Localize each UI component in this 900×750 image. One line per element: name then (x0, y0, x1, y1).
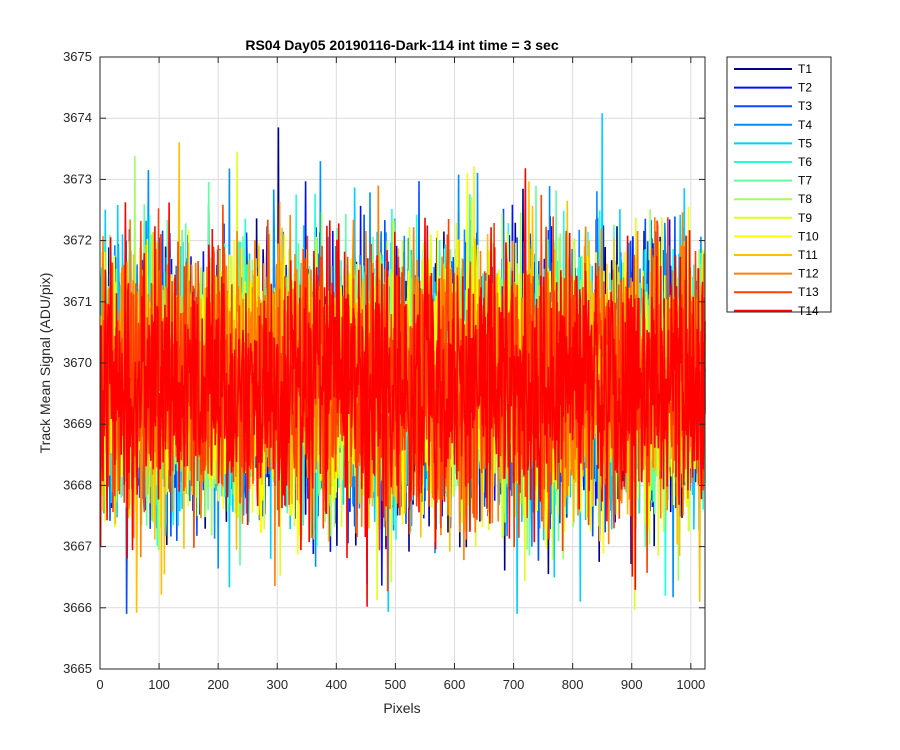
legend-item-t10: T10 (734, 229, 819, 243)
legend-label: T2 (798, 81, 812, 95)
legend-item-t6: T6 (734, 155, 812, 169)
y-tick-label: 3672 (63, 233, 92, 248)
legend-item-t9: T9 (734, 211, 812, 225)
y-axis-label: Track Mean Signal (ADU/pix) (37, 273, 53, 454)
legend-label: T11 (798, 248, 818, 262)
legend-label: T12 (798, 267, 819, 281)
legend-label: T6 (798, 155, 812, 169)
y-tick-label: 3668 (63, 477, 92, 492)
series-lines (99, 113, 706, 614)
legend-label: T7 (798, 174, 812, 188)
x-tick-label: 200 (207, 677, 229, 692)
y-tick-label: 3666 (63, 600, 92, 615)
y-tick-label: 3665 (63, 661, 92, 676)
legend-label: T5 (798, 136, 812, 150)
x-tick-label: 700 (503, 677, 525, 692)
y-tick-label: 3669 (63, 416, 92, 431)
legend-label: T14 (798, 304, 819, 318)
legend-item-t14: T14 (734, 304, 819, 318)
x-tick-label: 300 (266, 677, 288, 692)
legend-item-t3: T3 (734, 99, 812, 113)
legend-item-t11: T11 (734, 248, 818, 262)
y-tick-label: 3674 (63, 110, 92, 125)
legend-item-t12: T12 (734, 267, 819, 281)
legend-item-t1: T1 (734, 62, 812, 76)
chart-title: RS04 Day05 20190116-Dark-114 int time = … (245, 37, 558, 53)
legend-item-t8: T8 (734, 192, 812, 206)
legend-item-t7: T7 (734, 174, 812, 188)
x-axis-label: Pixels (383, 700, 420, 716)
x-tick-label: 400 (325, 677, 347, 692)
legend-label: T1 (798, 62, 812, 76)
axis-ticks: 0 100 200 300 400 500 600 700 800 900 1000 3665 3666… (63, 49, 705, 692)
legend-label: T10 (798, 229, 819, 243)
legend-label: T4 (798, 118, 812, 132)
y-tick-label: 3673 (63, 171, 92, 186)
series-line-t13 (99, 194, 706, 592)
y-tick-label: 3667 (63, 539, 92, 554)
legend-label: T3 (798, 99, 812, 113)
series-line-t14 (99, 168, 706, 607)
legend-item-t4: T4 (734, 118, 812, 132)
x-tick-label: 1000 (676, 677, 705, 692)
x-tick-label: 900 (621, 677, 643, 692)
legend-item-t2: T2 (734, 81, 812, 95)
x-tick-label: 500 (385, 677, 407, 692)
x-tick-label: 0 (96, 677, 103, 692)
y-tick-label: 3675 (63, 49, 92, 64)
legend-label: T8 (798, 192, 812, 206)
x-tick-label: 800 (562, 677, 584, 692)
legend-item-t13: T13 (734, 285, 819, 299)
legend-label: T13 (798, 285, 819, 299)
y-tick-label: 3671 (63, 294, 92, 309)
legend-box (726, 56, 832, 313)
x-tick-label: 100 (148, 677, 170, 692)
y-tick-label: 3670 (63, 355, 92, 370)
legend-item-t5: T5 (734, 136, 812, 150)
x-tick-label: 600 (444, 677, 466, 692)
legend-label: T9 (798, 211, 812, 225)
legend: T1 T2 T3 T4 T5 T6 T7 T8 T9 T10 T11 T12 T13 T14 (726, 56, 832, 318)
